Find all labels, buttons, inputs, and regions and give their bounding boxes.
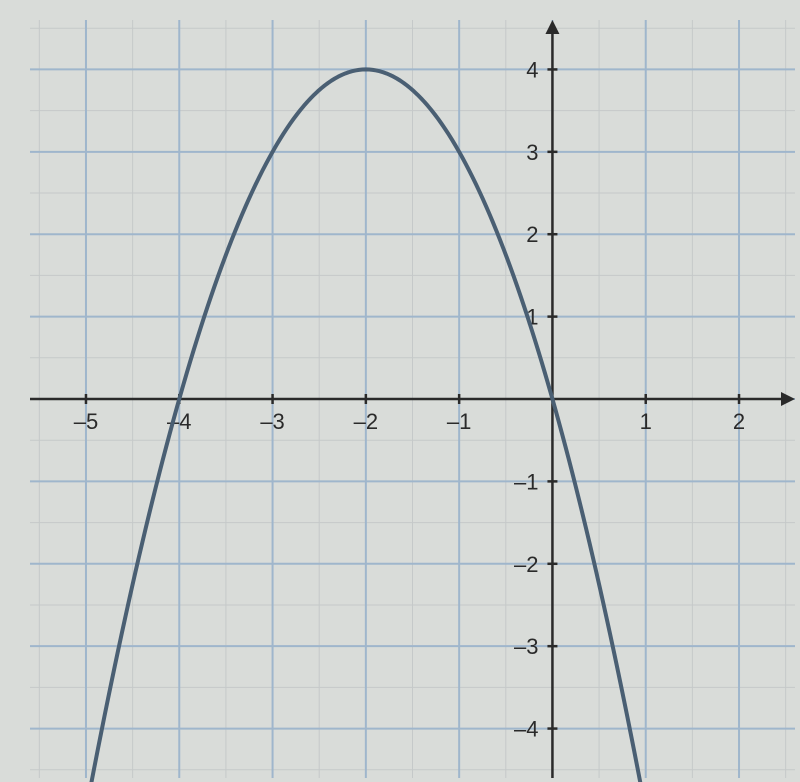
y-tick-label: –1: [514, 469, 538, 494]
chart-svg: –5–4–3–2–112–4–3–2–11234: [0, 0, 800, 782]
y-tick-label: –2: [514, 552, 538, 577]
x-tick-label: –2: [354, 409, 378, 434]
x-tick-label: –5: [74, 409, 98, 434]
x-tick-label: –3: [260, 409, 284, 434]
y-tick-label: 3: [526, 140, 538, 165]
x-tick-label: 2: [733, 409, 745, 434]
y-tick-label: 4: [526, 57, 538, 82]
y-tick-label: –3: [514, 634, 538, 659]
x-tick-label: 1: [640, 409, 652, 434]
parabola-chart: –5–4–3–2–112–4–3–2–11234: [0, 0, 800, 782]
y-tick-label: –4: [514, 717, 538, 742]
x-tick-label: –1: [447, 409, 471, 434]
y-tick-label: 2: [526, 222, 538, 247]
